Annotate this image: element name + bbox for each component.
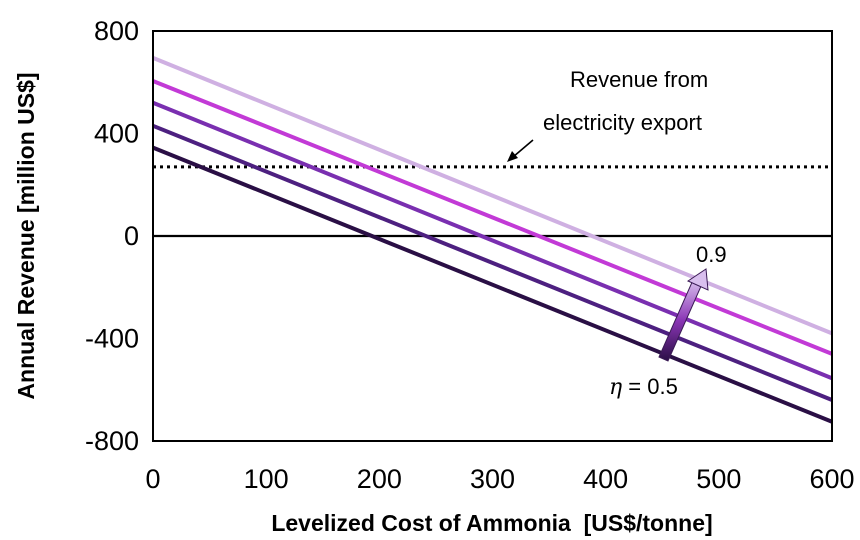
plot-lines (152, 56, 833, 424)
eta-high-label: 0.9 (696, 242, 727, 267)
series-line-5 (152, 56, 833, 336)
x-tick-label: 100 (244, 464, 289, 494)
y-tick-label: 400 (94, 119, 139, 149)
plot-frame (152, 30, 833, 442)
x-tick-label: 500 (696, 464, 741, 494)
y-tick-label: -800 (85, 426, 139, 456)
x-tick-label: 300 (470, 464, 515, 494)
series-line-4 (152, 79, 833, 356)
x-tick-label: 600 (809, 464, 854, 494)
efficiency-arrow (658, 268, 709, 362)
series-line-1 (152, 145, 833, 424)
electricity-label-line1: Revenue from (570, 67, 708, 92)
y-tick-label: 800 (94, 16, 139, 46)
series-line-3 (152, 100, 833, 381)
eta-low-label: η = 0.5 (609, 374, 678, 400)
x-tick-labels: 0 100 200 300 400 500 600 (145, 464, 854, 494)
eta-low-value: = 0.5 (622, 374, 678, 399)
x-tick-label: 0 (145, 464, 160, 494)
y-axis-title: Annual Revenue [million US$] (13, 72, 39, 399)
series-line-2 (152, 123, 833, 402)
y-tick-label: -400 (85, 324, 139, 354)
x-tick-label: 200 (357, 464, 402, 494)
y-tick-labels: 800 400 0 -400 -800 (85, 16, 139, 456)
y-tick-label: 0 (124, 221, 139, 251)
x-tick-label: 400 (583, 464, 628, 494)
electricity-pointer-arrow (507, 139, 534, 162)
eta-symbol: η (609, 375, 622, 400)
electricity-label-line2: electricity export (543, 110, 702, 135)
x-axis-title: Levelized Cost of Ammonia [US$/tonne] (271, 510, 712, 536)
